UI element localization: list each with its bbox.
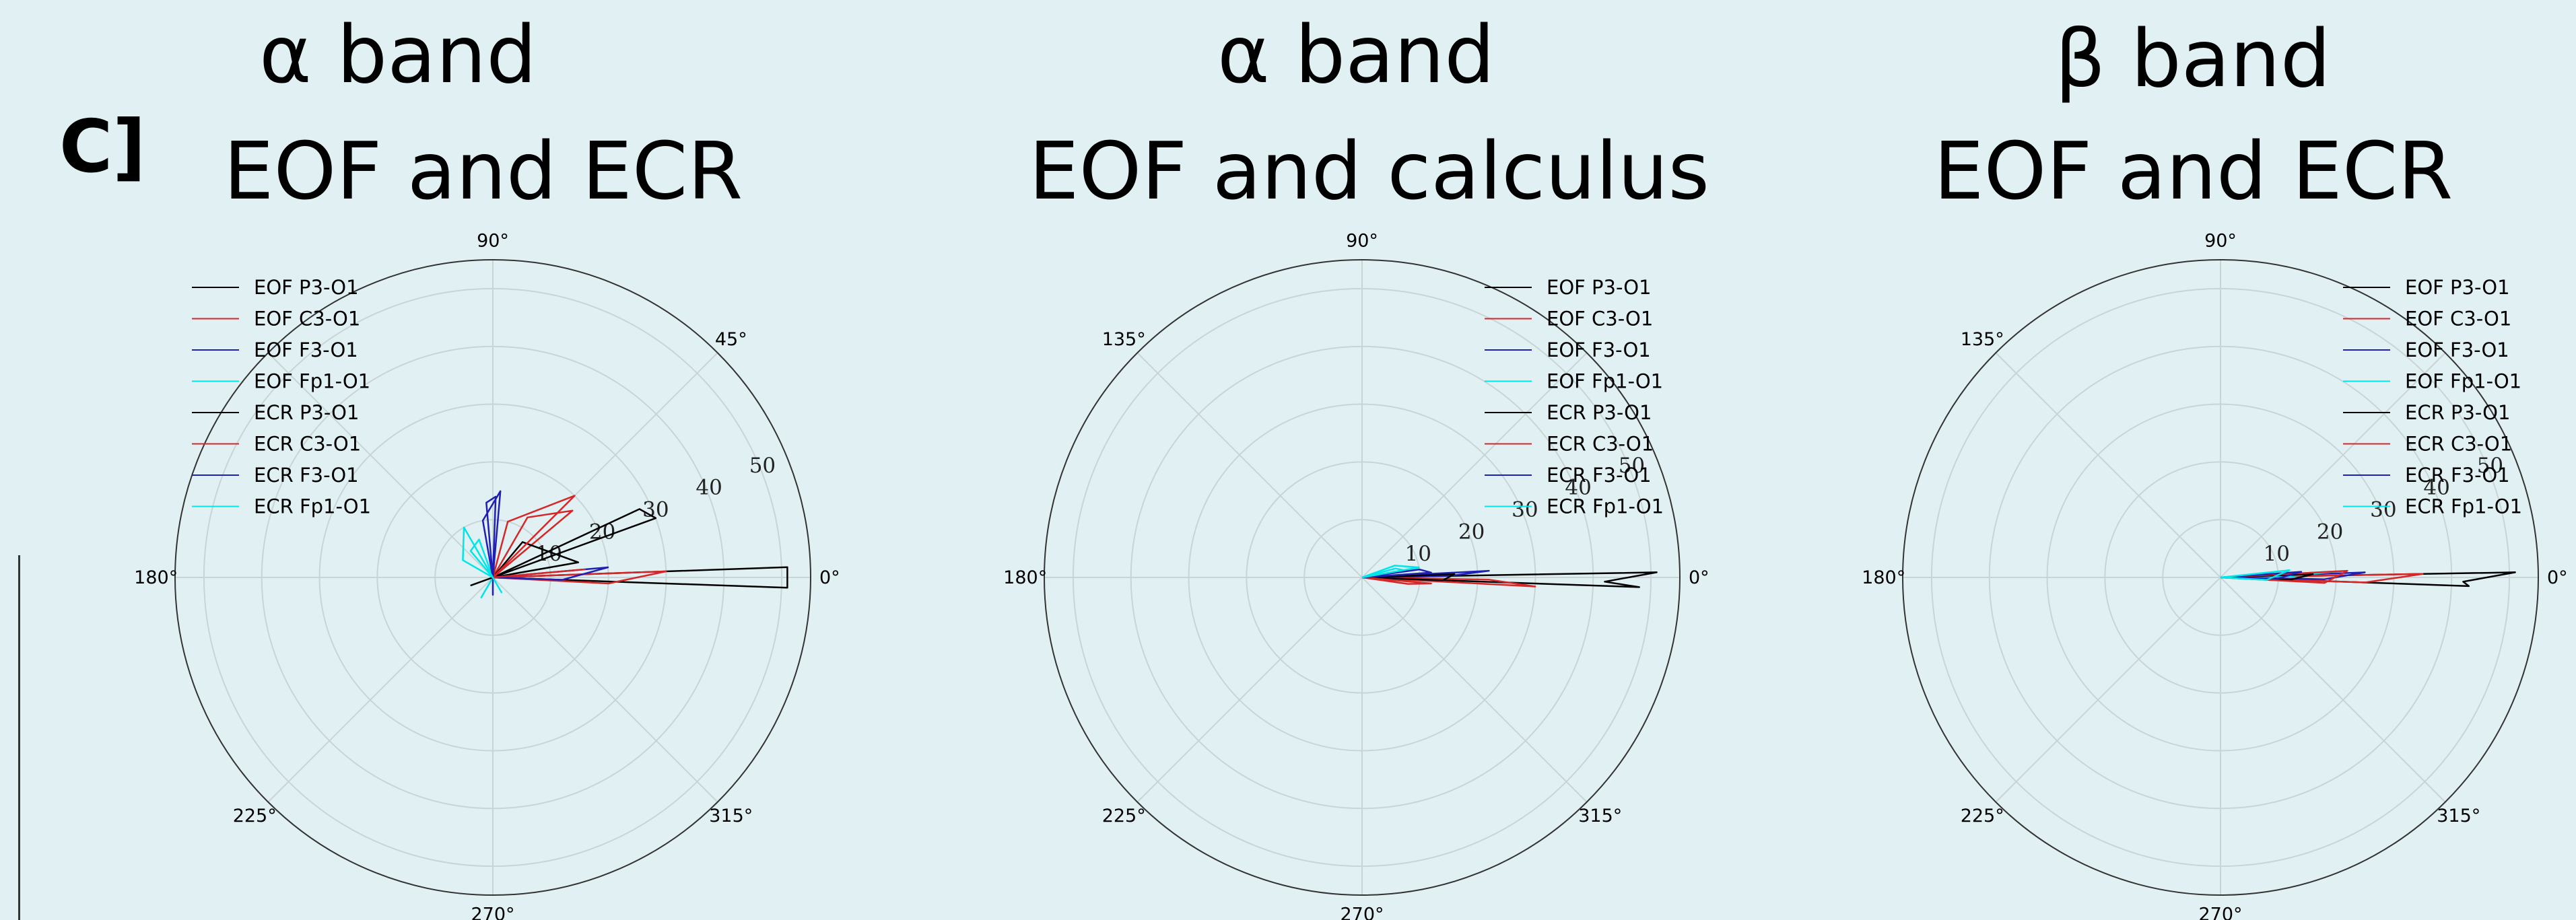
chart-3-legend-label: EOF C3-O1 (2405, 308, 2511, 330)
panel-label: C] (59, 105, 146, 189)
chart-3-angle-label: 180° (1862, 567, 1905, 588)
chart-2-angle-label: 180° (1003, 567, 1047, 588)
chart-2-series-line (1361, 576, 1536, 588)
chart-3-grid-spoke (1995, 577, 2221, 803)
chart-3-legend-label: EOF P3-O1 (2405, 276, 2510, 299)
chart-1-legend-label: EOF P3-O1 (254, 276, 359, 299)
chart-2-angle-label: 270° (1340, 904, 1384, 920)
chart-2-radial-label: 50 (1619, 454, 1645, 478)
chart-3-angle-label: 90° (2204, 231, 2237, 252)
chart-2-series-line (1361, 571, 1658, 588)
chart-2-radial-label: 30 (1512, 497, 1538, 522)
chart-2-angle-label: 315° (1578, 806, 1622, 826)
chart-3-legend-label: EOF Fp1-O1 (2405, 370, 2521, 393)
chart-2-series-line (1361, 568, 1432, 579)
chart-1-grid-spoke (267, 352, 494, 578)
chart-1-series-line (469, 538, 494, 598)
chart-3-legend-label: ECR Fp1-O1 (2405, 495, 2522, 518)
chart-2-legend-label: EOF P3-O1 (1547, 276, 1652, 299)
chart-2-legend-label: EOF Fp1-O1 (1547, 370, 1663, 393)
chart-3-radial-label: 40 (2423, 476, 2449, 500)
chart-1-title-line1: α band (259, 8, 537, 101)
chart-1-legend-label: ECR Fp1-O1 (254, 495, 371, 518)
chart-3-series-line (2220, 569, 2291, 581)
chart-1-legend-label: EOF Fp1-O1 (254, 370, 370, 393)
chart-2-series-line (1361, 576, 1432, 585)
left-border-line (18, 555, 20, 920)
chart-1-angle-label: 180° (134, 567, 178, 588)
chart-1-radial-label: 50 (749, 454, 776, 478)
chart-1-outer-circle (174, 259, 811, 896)
chart-2-legend-label: ECR C3-O1 (1547, 433, 1654, 456)
chart-1-legend-label: EOF C3-O1 (254, 308, 360, 330)
chart-2-legend-label: EOF C3-O1 (1547, 308, 1653, 330)
chart-3-legend-label: EOF F3-O1 (2405, 339, 2509, 361)
chart-2-outer-circle (1044, 259, 1681, 896)
chart-1-angle-label: 0° (819, 567, 840, 588)
chart-2-grid-spoke (1361, 577, 1588, 803)
chart-3-legend-label: ECR C3-O1 (2405, 433, 2512, 456)
chart-1-grid-spoke (267, 577, 494, 803)
chart-1-legend-label: EOF F3-O1 (254, 339, 358, 361)
chart-1-series-line (481, 490, 502, 596)
chart-1-legend-label: ECR F3-O1 (254, 464, 359, 487)
chart-3-radial-label: 50 (2477, 454, 2503, 478)
chart-2-grid-spoke (1137, 577, 1363, 803)
chart-2-legend-label: ECR P3-O1 (1547, 401, 1652, 424)
chart-1-series-line (462, 526, 503, 594)
chart-1-angle-label: 90° (477, 231, 509, 252)
chart-2-legend-label: ECR F3-O1 (1547, 464, 1652, 487)
chart-1-angle-label: 270° (471, 904, 514, 920)
chart-1-series-line (492, 495, 586, 579)
chart-3-legend-label: ECR F3-O1 (2405, 464, 2510, 487)
chart-2-series-line (1361, 565, 1420, 579)
chart-1-grid-spoke (492, 577, 718, 803)
chart-3-title-line2: EOF and ECR (1934, 125, 2453, 217)
chart-3-angle-label: 270° (2198, 904, 2242, 920)
chart-3-grid-spoke (2220, 352, 2446, 578)
chart-2-grid-spoke (1137, 352, 1363, 578)
chart-3-radial-label: 20 (2317, 520, 2343, 544)
chart-2-title-line2: EOF and calculus (1029, 125, 1710, 217)
chart-1-legend-label: ECR P3-O1 (254, 401, 359, 424)
chart-3-legend-label: ECR P3-O1 (2405, 401, 2510, 424)
chart-2-legend-label: ECR Fp1-O1 (1547, 495, 1664, 518)
chart-3-grid-spoke (2220, 577, 2446, 803)
chart-2-radial-label: 20 (1458, 520, 1485, 544)
chart-2-angle-label: 135° (1102, 329, 1146, 350)
chart-3-angle-label: 135° (1961, 329, 2004, 350)
chart-3-angle-label: 225° (1961, 806, 2004, 826)
chart-3-grid-spoke (1995, 352, 2221, 578)
chart-2-legend-label: EOF F3-O1 (1547, 339, 1651, 361)
chart-3-angle-label: 315° (2437, 806, 2480, 826)
chart-2-series-line (1361, 573, 1456, 581)
chart-3-radial-label: 30 (2370, 497, 2396, 522)
chart-1-angle-label: 315° (709, 806, 753, 826)
chart-1-angle-label: 225° (233, 806, 277, 826)
chart-2-radial-label: 10 (1405, 542, 1431, 566)
chart-1-radial-label: 40 (696, 476, 722, 500)
chart-3-outer-circle (1902, 259, 2539, 896)
chart-2-angle-label: 225° (1102, 806, 1146, 826)
chart-1-series-line (470, 541, 580, 586)
chart-1-legend-label: ECR C3-O1 (254, 433, 361, 456)
chart-3-title-line1: β band (2055, 12, 2331, 105)
chart-2-radial-label: 40 (1565, 476, 1591, 500)
chart-3-angle-label: 0° (2547, 567, 2568, 588)
chart-2-angle-label: 0° (1689, 567, 1709, 588)
chart-1-title-line2: EOF and ECR (224, 125, 743, 217)
chart-1-angle-label: 45° (715, 329, 747, 350)
chart-3-series-line (2220, 571, 2303, 579)
chart-3-series-line (2220, 569, 2348, 584)
chart-2-angle-label: 90° (1346, 231, 1378, 252)
chart-2-grid-spoke (1361, 352, 1588, 578)
chart-2-title-line1: α band (1217, 8, 1495, 101)
chart-3-radial-label: 10 (2264, 542, 2290, 566)
